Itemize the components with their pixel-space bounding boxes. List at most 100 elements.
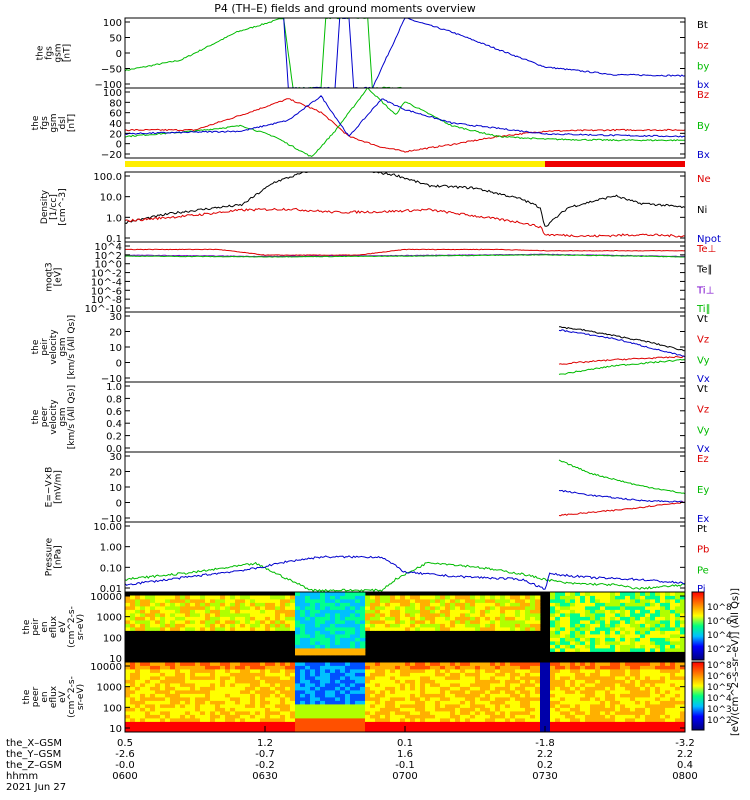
heatmap-cell <box>480 672 486 677</box>
heatmap-cell <box>450 679 456 684</box>
heatmap-cell <box>675 634 681 638</box>
heatmap-cell <box>485 672 491 677</box>
heatmap-cell <box>610 700 616 705</box>
heatmap-cell <box>185 697 191 701</box>
heatmap-cell <box>465 676 471 680</box>
heatmap-cell <box>260 683 266 687</box>
heatmap-cell <box>635 697 641 701</box>
heatmap-cell <box>660 602 666 607</box>
heatmap-cell <box>300 665 306 670</box>
heatmap-cell <box>145 613 151 617</box>
heatmap-cell <box>125 683 131 687</box>
heatmap-cell <box>450 676 456 680</box>
heatmap-cell <box>445 707 451 712</box>
heatmap-cell <box>195 672 201 677</box>
heatmap-cell <box>340 644 346 649</box>
heatmap-cell <box>625 641 631 645</box>
heatmap-cell <box>500 725 506 729</box>
heatmap-cell <box>495 721 501 726</box>
heatmap-cell <box>625 721 631 726</box>
y-tick-label: 10^0 <box>95 260 122 271</box>
heatmap-cell <box>310 620 316 624</box>
heatmap-cell <box>585 676 591 680</box>
panel-frame <box>124 87 686 159</box>
heatmap-cell <box>360 602 366 607</box>
legend-entry: Ex <box>697 514 709 525</box>
heatmap-cell <box>550 665 556 670</box>
heatmap-cell <box>415 700 421 705</box>
heatmap-cell <box>185 616 191 621</box>
heatmap-cell <box>410 721 416 726</box>
heatmap-cell <box>525 602 531 607</box>
heatmap-cell <box>355 606 361 610</box>
heatmap-cell <box>175 714 181 719</box>
heatmap-cell <box>305 672 311 677</box>
heatmap-cell <box>650 672 656 677</box>
heatmap-cell <box>185 669 191 673</box>
heatmap-cell <box>420 665 426 670</box>
heatmap-cell <box>210 697 216 701</box>
heatmap-cell <box>200 728 206 732</box>
heatmap-cell <box>130 718 136 722</box>
heatmap-cell <box>360 613 366 617</box>
heatmap-cell <box>285 697 291 701</box>
heatmap-cell <box>645 595 651 600</box>
heatmap-cell <box>610 627 616 631</box>
heatmap-cell <box>380 679 386 684</box>
heatmap-cell <box>350 623 356 628</box>
heatmap-cell <box>140 602 146 607</box>
heatmap-cell <box>535 683 541 687</box>
heatmap-cell <box>250 623 256 628</box>
heatmap-cell <box>350 648 356 652</box>
heatmap-cell <box>500 714 506 719</box>
heatmap-cell <box>205 690 211 694</box>
heatmap-cell <box>230 690 236 694</box>
heatmap-cell <box>485 721 491 726</box>
heatmap-cell <box>265 700 271 705</box>
heatmap-cell <box>160 728 166 732</box>
heatmap-cell <box>640 609 646 614</box>
heatmap-cell <box>630 665 636 670</box>
heatmap-cell <box>370 620 376 624</box>
heatmap-cell <box>170 728 176 732</box>
heatmap-cell <box>670 672 676 677</box>
heatmap-cell <box>360 714 366 719</box>
heatmap-cell <box>605 676 611 680</box>
heatmap-cell <box>300 683 306 687</box>
heatmap-cell <box>370 599 376 603</box>
heatmap-cell <box>310 676 316 680</box>
heatmap-cell <box>315 644 321 649</box>
heatmap-cell <box>680 725 685 729</box>
heatmap-cell <box>660 609 666 614</box>
heatmap-cell <box>240 672 246 677</box>
heatmap-cell <box>215 697 221 701</box>
heatmap-cell <box>655 613 661 617</box>
y-tick-label: 100 <box>103 18 122 29</box>
heatmap-cell <box>445 725 451 729</box>
heatmap-cell <box>300 711 306 715</box>
heatmap-cell <box>160 672 166 677</box>
heatmap-cell <box>170 707 176 712</box>
heatmap-cell <box>550 672 556 677</box>
heatmap-cell <box>175 602 181 607</box>
heatmap-cell <box>345 630 351 635</box>
heatmap-cell <box>350 599 356 603</box>
heatmap-cell <box>315 606 321 610</box>
heatmap-cell <box>625 676 631 680</box>
heatmap-cell <box>185 602 191 607</box>
heatmap-cell <box>320 700 326 705</box>
heatmap-cell <box>565 595 571 600</box>
heatmap-cell <box>155 721 161 726</box>
heatmap-cell <box>330 700 336 705</box>
heatmap-cell <box>640 595 646 600</box>
heatmap-cell <box>230 686 236 691</box>
heatmap-cell <box>240 728 246 732</box>
heatmap-cell <box>215 679 221 684</box>
heatmap-cell <box>265 718 271 722</box>
heatmap-cell <box>180 718 186 722</box>
heatmap-cell <box>490 676 496 680</box>
heatmap-cell <box>380 686 386 691</box>
heatmap-cell <box>465 613 471 617</box>
